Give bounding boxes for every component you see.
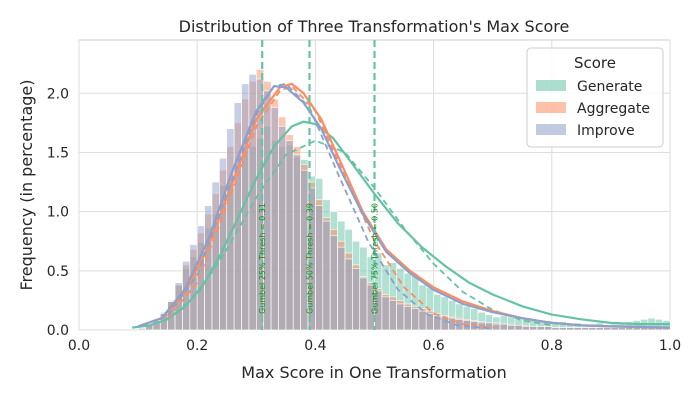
y-tick-label-1: 0.5 xyxy=(47,264,69,280)
x-tick-label-5: 1.0 xyxy=(659,338,681,354)
bar-improve-50 xyxy=(507,324,516,331)
bar-improve-66 xyxy=(625,327,634,331)
bar-improve-35 xyxy=(396,303,405,331)
legend-box xyxy=(526,47,664,148)
x-tick-label-0: 0.0 xyxy=(68,338,90,354)
x-tick-labels: 0.0 0.2 0.4 0.6 0.8 1.0 xyxy=(68,338,681,354)
bar-improve-51 xyxy=(514,324,523,331)
bar-improve-20 xyxy=(285,140,294,331)
bar-improve-53 xyxy=(529,326,538,331)
y-tick-labels: 0.0 0.5 1.0 1.5 2.0 xyxy=(47,86,69,339)
bar-improve-36 xyxy=(403,306,412,331)
bar-improve-9 xyxy=(204,205,213,331)
bar-improve-58 xyxy=(566,327,575,331)
bar-improve-48 xyxy=(492,323,501,331)
legend-swatch-aggregate xyxy=(536,102,566,113)
bar-improve-26 xyxy=(329,235,338,331)
legend-label-generate: Generate xyxy=(577,79,642,95)
kde-curve-generate xyxy=(132,120,670,329)
threshold-label-0: Gumbel 25% Thresh = 0.31 xyxy=(258,203,267,314)
bar-improve-0 xyxy=(137,328,146,331)
bar-improve-56 xyxy=(551,327,560,331)
x-tick-label-3: 0.6 xyxy=(422,338,444,354)
bar-improve-49 xyxy=(499,323,508,331)
bar-improve-61 xyxy=(588,327,597,331)
bar-improve-54 xyxy=(536,326,545,331)
bar-improve-38 xyxy=(418,310,427,331)
y-tick-label-0: 0.0 xyxy=(47,323,69,339)
bar-improve-55 xyxy=(544,326,553,331)
legend-label-improve: Improve xyxy=(577,123,635,139)
bar-improve-37 xyxy=(411,308,420,331)
bar-improve-57 xyxy=(558,327,567,331)
bar-improve-5 xyxy=(174,282,183,331)
bar-improve-65 xyxy=(617,327,626,331)
bar-improve-28 xyxy=(344,258,353,331)
kde-curve-improve xyxy=(137,85,671,329)
legend-swatch-improve xyxy=(536,124,566,135)
bar-improve-34 xyxy=(388,300,397,331)
bar-improve-59 xyxy=(573,327,582,331)
bar-improve-52 xyxy=(521,326,530,331)
bar-improve-64 xyxy=(610,327,619,331)
bar-improve-24 xyxy=(315,205,324,331)
y-tick-label-4: 2.0 xyxy=(47,86,69,102)
bar-improve-18 xyxy=(270,107,279,331)
legend-label-aggregate: Aggregate xyxy=(577,101,650,117)
x-tick-label-4: 0.8 xyxy=(541,338,563,354)
threshold-label-1: Gumbel 50% Thresh = 0.39 xyxy=(305,203,314,314)
bar-improve-21 xyxy=(292,154,301,331)
bar-improve-63 xyxy=(603,327,612,331)
bar-improve-25 xyxy=(322,220,331,331)
threshold-lines: Gumbel 25% Thresh = 0.31 Gumbel 50% Thres… xyxy=(258,40,380,330)
bar-improve-30 xyxy=(359,277,368,331)
y-axis-label: Frequency (in percentage) xyxy=(17,80,36,291)
x-tick-label-1: 0.2 xyxy=(186,338,208,354)
x-axis-label: Max Score in One Transformation xyxy=(241,363,506,382)
legend-title: Score xyxy=(574,54,616,72)
legend-items: Generate Aggregate Improve xyxy=(536,79,650,139)
bar-improve-60 xyxy=(581,327,590,331)
chart-title: Distribution of Three Transformation's M… xyxy=(179,17,570,36)
legend: Score Generate Aggregate Improve xyxy=(526,47,664,148)
bar-improve-29 xyxy=(352,268,361,331)
bar-improve-27 xyxy=(337,246,346,331)
y-tick-label-3: 1.5 xyxy=(47,145,69,161)
legend-swatch-generate xyxy=(536,80,566,91)
bar-improve-62 xyxy=(595,327,604,331)
x-tick-label-2: 0.4 xyxy=(304,338,326,354)
normal-fit-generate xyxy=(167,139,552,327)
bar-improve-10 xyxy=(211,181,220,331)
threshold-label-2: Gumbel 75% Thresh = 0.50 xyxy=(371,203,380,314)
y-tick-label-2: 1.0 xyxy=(47,205,69,221)
bar-improve-33 xyxy=(381,296,390,331)
